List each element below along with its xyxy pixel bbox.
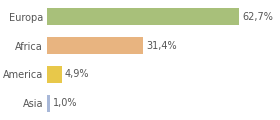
Bar [47, 66, 62, 83]
Bar [47, 95, 50, 112]
Text: 4,9%: 4,9% [65, 69, 89, 79]
Text: 31,4%: 31,4% [146, 41, 177, 51]
Text: 1,0%: 1,0% [53, 98, 77, 108]
Bar [47, 37, 143, 54]
Text: 62,7%: 62,7% [242, 12, 273, 22]
Bar [47, 8, 239, 25]
